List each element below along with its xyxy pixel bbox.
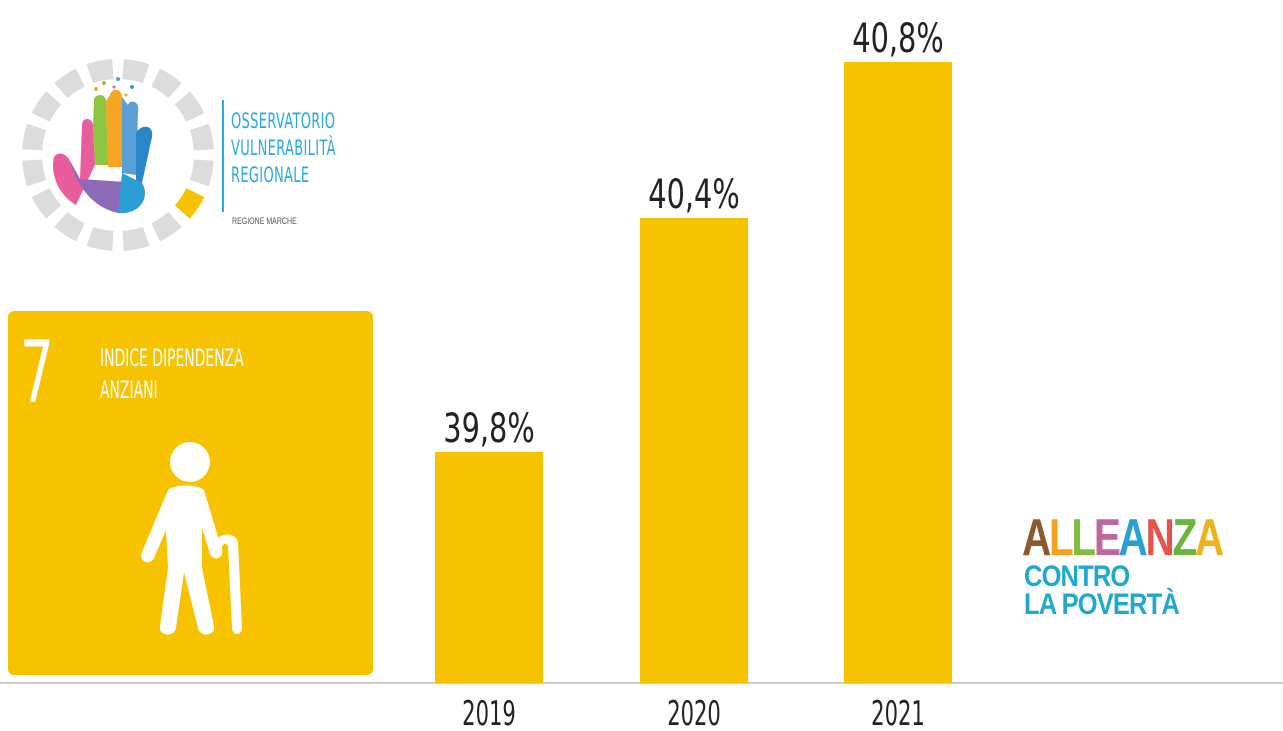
alleanza-letter: L bbox=[1048, 509, 1074, 567]
bar-2020 bbox=[640, 218, 748, 683]
ring-segment bbox=[22, 159, 47, 187]
ring-segment bbox=[189, 159, 214, 187]
x-tick-label: 2021 bbox=[871, 694, 925, 731]
elderly-person-with-cane-icon bbox=[141, 442, 242, 635]
indicator-number: 7 bbox=[20, 323, 54, 423]
bar-2021 bbox=[844, 62, 952, 683]
ring-segment bbox=[31, 91, 62, 122]
indicator-title: INDICE DIPENDENZA ANZIANI bbox=[100, 342, 244, 406]
ring-segment bbox=[86, 59, 114, 84]
x-tick-label: 2019 bbox=[462, 694, 516, 731]
alleanza-logo: ALLEANZA CONTRO LA POVERTÀ bbox=[1022, 512, 1252, 622]
alleanza-letter: Z bbox=[1172, 509, 1197, 567]
ring-segment bbox=[86, 226, 114, 251]
indicator-title-line2: ANZIANI bbox=[100, 376, 158, 404]
x-tick-label: 2020 bbox=[667, 694, 721, 731]
ring-segment bbox=[122, 226, 150, 251]
ring-segment bbox=[22, 123, 47, 151]
alleanza-letter: A bbox=[1194, 509, 1224, 567]
hand-icon bbox=[52, 77, 153, 214]
alleanza-letter: L bbox=[1071, 509, 1096, 567]
observatory-subtitle: REGIONE MARCHE bbox=[232, 216, 297, 226]
alleanza-letter: N bbox=[1145, 509, 1175, 567]
ring-segment bbox=[189, 123, 214, 151]
bar-value-label: 40,4% bbox=[648, 172, 739, 218]
ring-segment bbox=[174, 91, 205, 122]
observatory-name: OSSERVATORIO VULNERABILITÀ REGIONALE bbox=[231, 108, 336, 189]
alleanza-line3: LA POVERTÀ bbox=[1024, 588, 1180, 621]
observatory-divider bbox=[222, 100, 224, 212]
ring-segment bbox=[31, 188, 62, 219]
ring-segment bbox=[54, 211, 85, 242]
ring-segment bbox=[54, 68, 85, 99]
ring-segment bbox=[151, 68, 182, 99]
bar-value-label: 39,8% bbox=[443, 406, 534, 452]
ring-segment bbox=[122, 59, 150, 84]
indicator-title-line1: INDICE DIPENDENZA bbox=[100, 344, 244, 372]
bar-2019 bbox=[435, 452, 543, 683]
ring-segment bbox=[174, 188, 205, 219]
observatory-logo bbox=[22, 59, 214, 251]
alleanza-letter: E bbox=[1093, 509, 1121, 567]
ring-segment bbox=[151, 211, 182, 242]
alleanza-line2: CONTRO bbox=[1024, 560, 1130, 593]
bar-value-label: 40,8% bbox=[852, 16, 943, 62]
observatory-line2: VULNERABILITÀ bbox=[231, 136, 336, 160]
alleanza-letter: A bbox=[1118, 509, 1148, 567]
observatory-line1: OSSERVATORIO bbox=[231, 109, 336, 133]
alleanza-letter: A bbox=[1022, 509, 1051, 567]
observatory-line3: REGIONALE bbox=[231, 163, 310, 187]
logo-ring-segments-icon bbox=[22, 59, 214, 251]
alleanza-word: ALLEANZA bbox=[1022, 509, 1224, 567]
